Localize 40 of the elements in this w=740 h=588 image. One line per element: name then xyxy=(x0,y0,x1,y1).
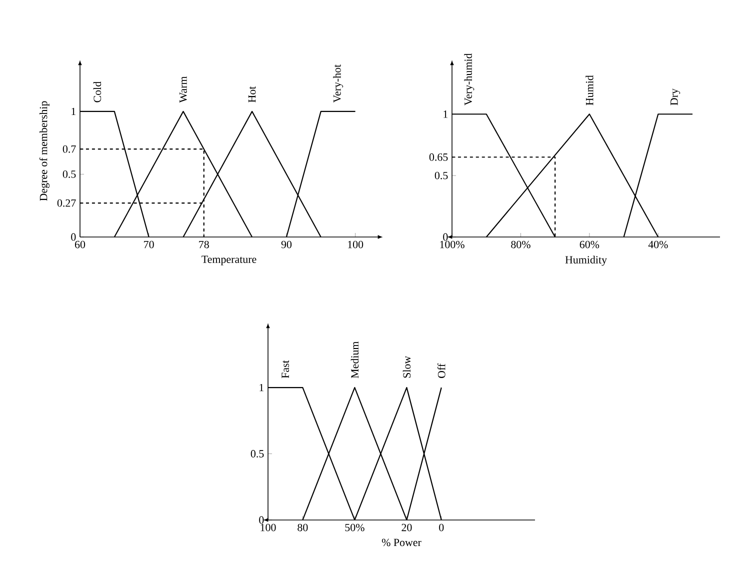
y-axis-title: Degree of membership xyxy=(39,101,50,201)
x-tick-label: 20 xyxy=(402,524,412,532)
x-tick-label: 100 xyxy=(260,524,276,532)
text: Off xyxy=(437,363,446,378)
text: Dry xyxy=(670,88,680,106)
y-tick-label: 0 xyxy=(443,233,448,241)
x-tick-label: 78 xyxy=(199,240,209,248)
y-tick-label: 1 xyxy=(260,384,264,392)
x-tick-label: 100 xyxy=(348,240,364,248)
y-tick-label: 0.7 xyxy=(62,145,76,153)
x-axis-title: Temperature xyxy=(202,256,256,266)
y-tick-label: 0.27 xyxy=(57,199,76,207)
y-tick-label: 1 xyxy=(72,108,76,116)
text: Warm xyxy=(180,76,187,103)
x-tick-label: 60 xyxy=(74,240,86,248)
x-tick-label: 80% xyxy=(511,240,530,248)
x-tick-label: 50% xyxy=(345,524,364,532)
x-tick-label: 60% xyxy=(580,240,600,248)
text: Humid xyxy=(586,75,594,106)
y-tick-label: 0.65 xyxy=(429,153,448,161)
y-tick-label: 0 xyxy=(259,516,264,524)
y-tick-label: 0.5 xyxy=(434,172,448,180)
y-tick-label: 0.5 xyxy=(250,450,264,458)
x-tick-label: 90 xyxy=(281,240,292,248)
x-axis-title: % Power xyxy=(382,538,422,546)
text: Very-hot xyxy=(333,64,344,103)
x-tick-label: 100% xyxy=(440,240,464,248)
x-tick-label: 40% xyxy=(648,240,668,248)
text: Hot xyxy=(248,86,256,102)
x-tick-label: 80 xyxy=(298,524,308,532)
text: Very-humid xyxy=(464,53,474,106)
y-tick-label: 0 xyxy=(71,233,76,241)
x-axis-title: Humidity xyxy=(565,256,607,266)
text: Cold xyxy=(93,82,102,102)
y-tick-label: 0.5 xyxy=(62,170,76,178)
y-tick-label: 1 xyxy=(444,110,448,118)
x-tick-label: 70 xyxy=(144,240,154,248)
text: Slow xyxy=(402,356,411,378)
text: Fast xyxy=(282,360,289,378)
text: Medium xyxy=(350,341,359,378)
